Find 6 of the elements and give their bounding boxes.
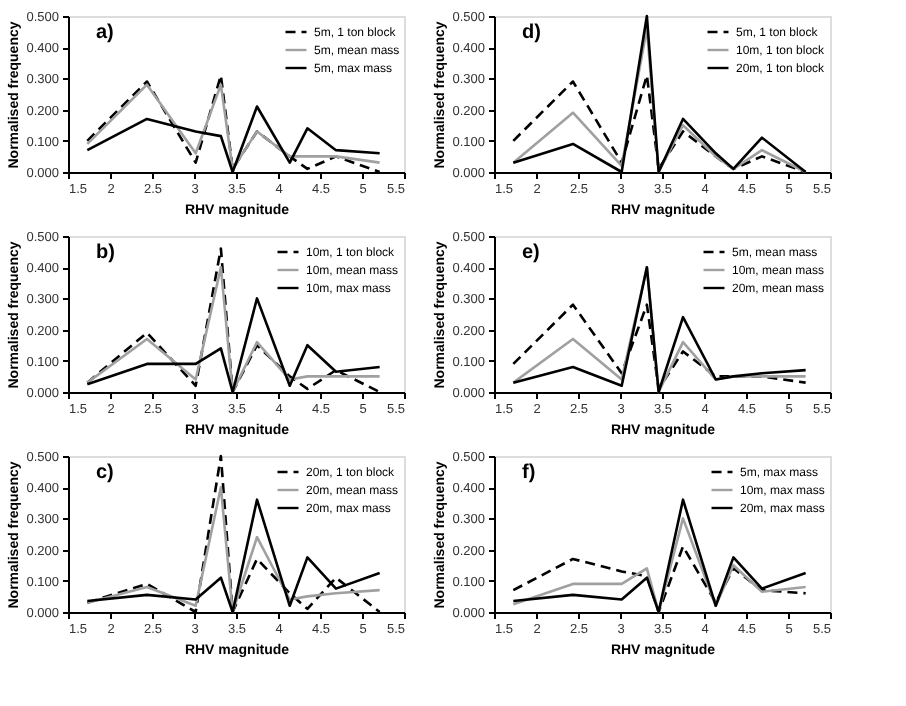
annotation: d) (522, 22, 541, 44)
annotation: c) (96, 462, 114, 484)
annotation: b) (96, 242, 115, 264)
annotation: a) (96, 22, 114, 44)
annotation: f) (522, 462, 536, 484)
annotation: e) (522, 242, 540, 264)
